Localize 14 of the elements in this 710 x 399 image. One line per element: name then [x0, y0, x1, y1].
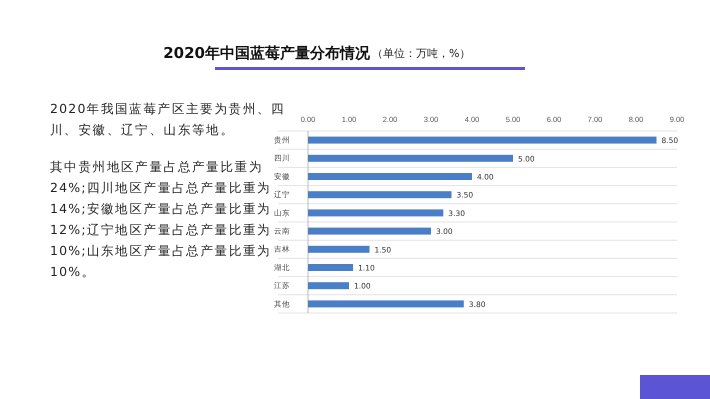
bar	[308, 228, 431, 235]
chart-subtitle: （单位：万吨，%）	[372, 47, 470, 60]
bar	[308, 300, 464, 308]
text: 其中贵州地区产量占总产量比重为24%;四川地区产量占总产量比重为14%;安徽地区产量占总产量比重为12%;辽宁地区产量占总产量比重为10%;山东地区产量占总产量比重为10%。	[50, 159, 272, 279]
bar	[308, 191, 452, 198]
bar	[308, 209, 444, 216]
bar	[308, 154, 513, 162]
bar	[308, 246, 370, 253]
bar	[308, 282, 349, 290]
bar	[308, 136, 656, 144]
bar	[308, 173, 472, 180]
text: 2020年我国蓝莓产区主要为贵州、四川、安徽、辽宁、山东等地。	[50, 101, 286, 137]
chart-title: 2020年中国蓝莓产量分布情况	[163, 44, 371, 62]
bar	[308, 264, 354, 271]
